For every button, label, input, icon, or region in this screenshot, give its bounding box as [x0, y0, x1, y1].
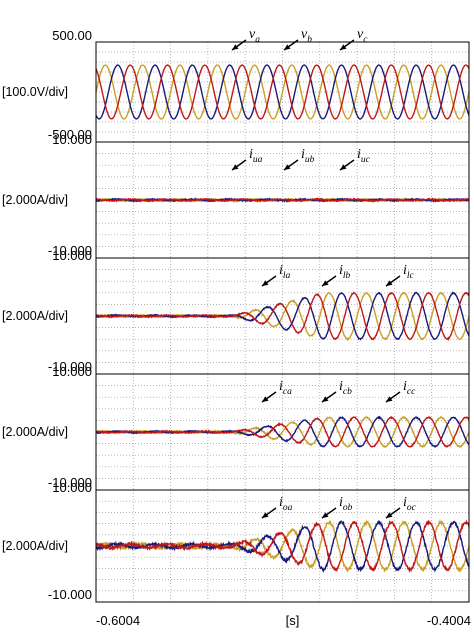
arrow-head-icon — [340, 164, 347, 170]
annotation-ioa: ioa — [261, 495, 293, 519]
annotation-icb: icb — [321, 379, 352, 403]
y-bottom-label: -10.000 — [48, 475, 92, 490]
scale-label: [100.0V/div] — [2, 85, 68, 99]
annotation-label: ioa — [279, 495, 293, 513]
annotation-label: vc — [357, 27, 368, 45]
panel-current-l: ila ilb ilc 10.000 -10.000 [2.000A/div] — [2, 248, 470, 375]
annotation-label: icb — [339, 379, 352, 397]
annotation-label: va — [249, 27, 260, 45]
series-current-c-a — [95, 415, 470, 449]
annotation-iua: iua — [231, 147, 263, 171]
annotation-vb: vb — [283, 27, 312, 51]
arrow-head-icon — [232, 164, 239, 170]
annotation-label: ilc — [403, 263, 415, 281]
arrow-head-icon — [340, 44, 347, 50]
y-top-label: 10.000 — [52, 480, 92, 495]
annotation-label: ioc — [403, 495, 417, 513]
arrow-head-icon — [262, 280, 269, 286]
y-bottom-label: -10.000 — [48, 587, 92, 602]
annotation-ilc: ilc — [385, 263, 415, 287]
x-axis-label: [s] — [286, 613, 300, 628]
series-grid-voltage-a — [95, 64, 470, 120]
y-top-label: 10.000 — [52, 132, 92, 147]
annotation-icc: icc — [385, 379, 416, 403]
arrow-head-icon — [262, 396, 269, 402]
series-current-u-c — [95, 196, 470, 204]
scale-label: [2.000A/div] — [2, 425, 68, 439]
series-current-c-c — [95, 415, 470, 448]
annotation-iob: iob — [321, 495, 353, 519]
scale-label: [2.000A/div] — [2, 193, 68, 207]
annotation-label: ica — [279, 379, 292, 397]
panel-current-o: ioa iob ioc 10.000 -10.000 [2.000A/div] — [2, 480, 470, 603]
x-tick-label: -0.6004 — [96, 613, 140, 628]
annotation-label: icc — [403, 379, 416, 397]
annotation-iuc: iuc — [339, 147, 371, 171]
annotation-label: vb — [301, 27, 312, 45]
arrow-head-icon — [322, 396, 329, 402]
annotation-label: ilb — [339, 263, 351, 281]
y-bottom-label: -10.000 — [48, 243, 92, 258]
series-current-l-c — [95, 291, 470, 341]
x-tick-label: -0.4004 — [427, 613, 471, 628]
annotation-ioc: ioc — [385, 495, 417, 519]
annotation-va: va — [231, 27, 260, 51]
annotation-iub: iub — [283, 147, 315, 171]
annotation-ilb: ilb — [321, 263, 351, 287]
y-top-label: 10.000 — [52, 364, 92, 379]
arrow-head-icon — [262, 512, 269, 518]
annotation-label: iob — [339, 495, 353, 513]
annotation-ica: ica — [261, 379, 292, 403]
panel-current-c: ica icb icc 10.000 -10.000 [2.000A/div] — [2, 364, 470, 491]
series-current-o-b — [95, 519, 470, 573]
y-bottom-label: -500.00 — [48, 127, 92, 142]
scale-label: [2.000A/div] — [2, 539, 68, 553]
y-top-label: 500.00 — [52, 28, 92, 43]
panel-grid-voltage: va vb vc 500.00 -500.00 [100.0V/div] — [2, 27, 470, 143]
arrow-head-icon — [322, 512, 329, 518]
y-top-label: 10.000 — [52, 248, 92, 263]
annotation-label: iua — [249, 147, 263, 165]
scale-label: [2.000A/div] — [2, 309, 68, 323]
annotation-label: iub — [301, 147, 315, 165]
panel-current-u: iua iub iuc 10.000 -10.000 [2.000A/div] — [2, 132, 470, 259]
series-current-o-c — [95, 519, 470, 574]
arrow-head-icon — [386, 396, 393, 402]
series-grid-voltage-c — [95, 64, 470, 120]
arrow-head-icon — [322, 280, 329, 286]
arrow-head-icon — [386, 280, 393, 286]
annotation-label: ila — [279, 263, 291, 281]
arrow-head-icon — [284, 44, 291, 50]
panel-frame — [95, 489, 470, 603]
y-bottom-label: -10.000 — [48, 359, 92, 374]
annotation-ila: ila — [261, 263, 291, 287]
annotation-label: iuc — [357, 147, 371, 165]
arrow-head-icon — [284, 164, 291, 170]
arrow-head-icon — [386, 512, 393, 518]
annotation-vc: vc — [339, 27, 368, 51]
series-grid-voltage-b — [95, 64, 470, 120]
arrow-head-icon — [232, 44, 239, 50]
